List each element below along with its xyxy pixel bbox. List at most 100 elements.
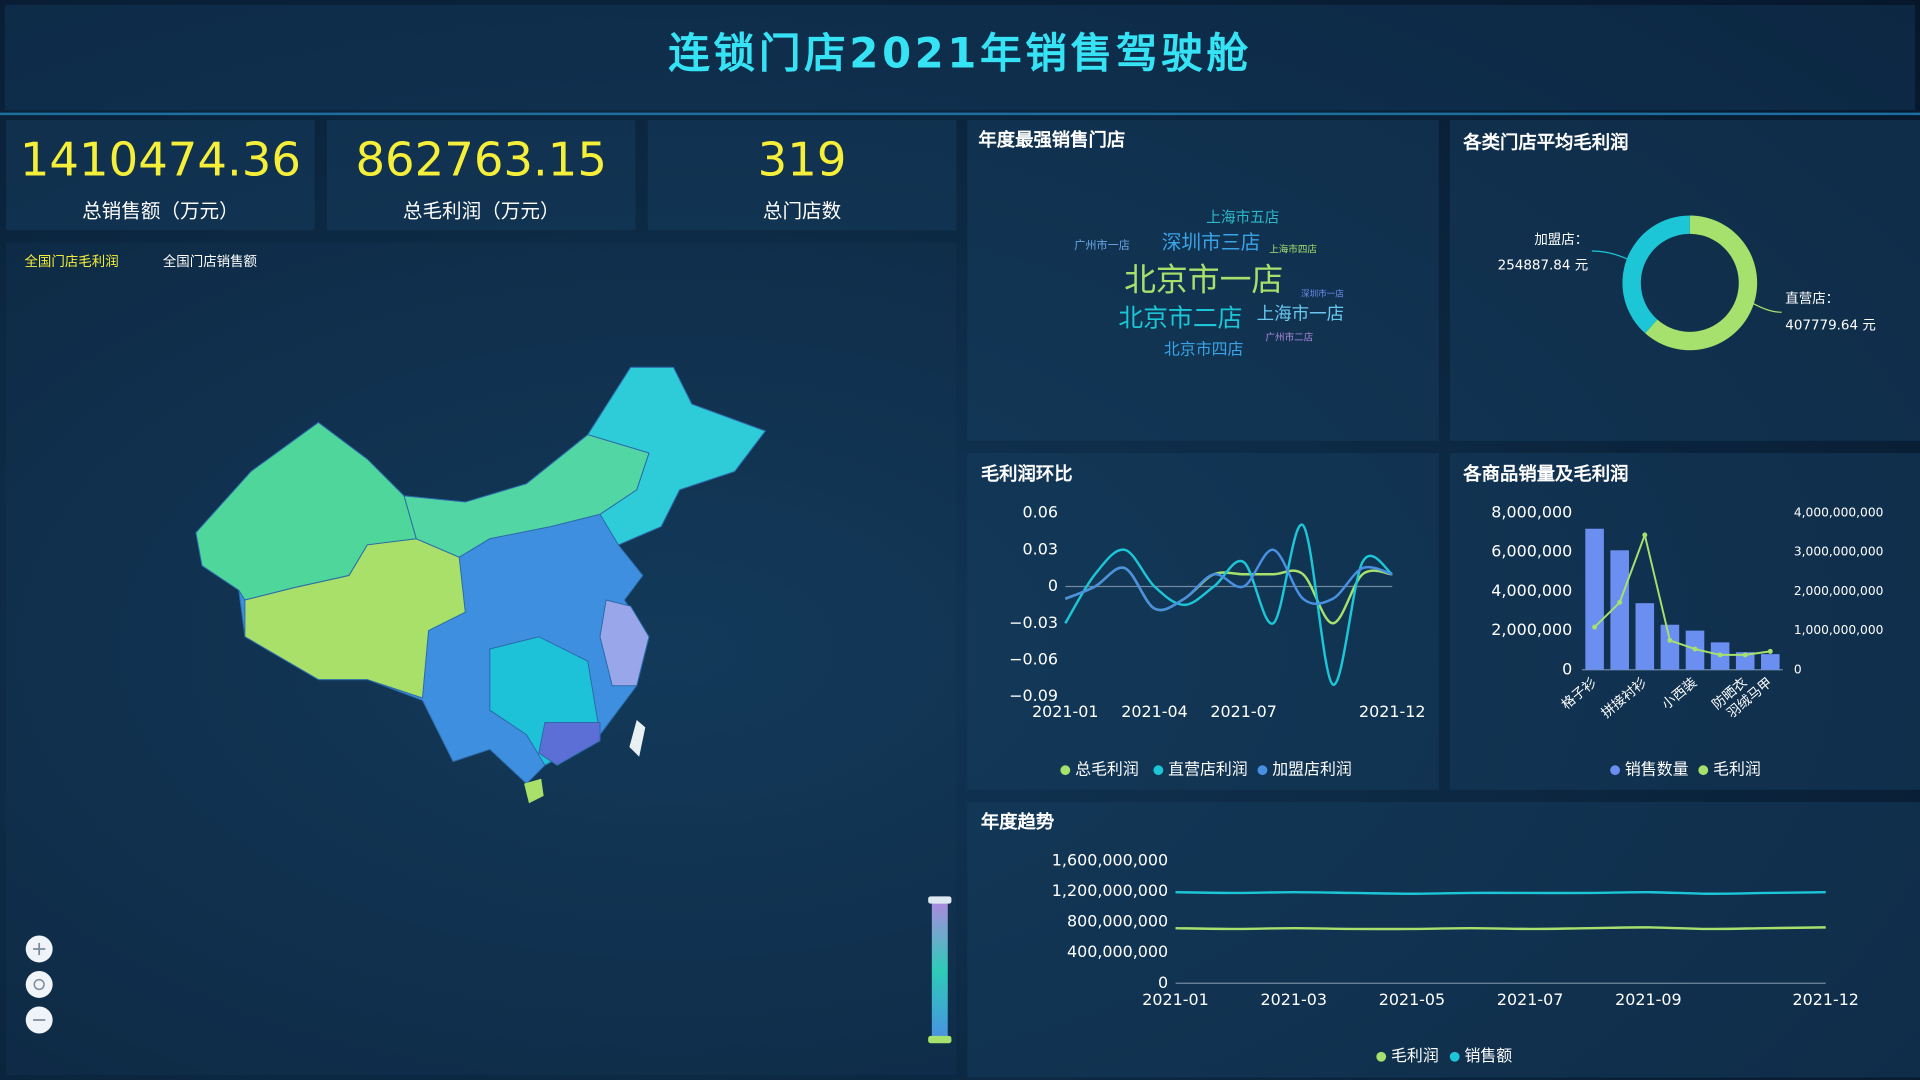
x-tick-label: 2021-04 bbox=[1121, 702, 1187, 721]
slice-label: 加盟店： bbox=[1534, 232, 1588, 248]
kpi-value: 1410474.36 bbox=[20, 132, 301, 186]
y2-tick-label: 0 bbox=[1794, 662, 1802, 676]
bar bbox=[1610, 550, 1629, 670]
legend-label: 毛利润 bbox=[1391, 1046, 1439, 1065]
map-tab[interactable]: 全国门店销售额 bbox=[163, 253, 258, 270]
map-region[interactable] bbox=[524, 778, 544, 804]
x-tick-label: 2021-12 bbox=[1792, 990, 1858, 1009]
bar bbox=[1635, 603, 1655, 670]
y-tick-label: −0.03 bbox=[1009, 613, 1058, 632]
map-tab[interactable]: 全国门店毛利润 bbox=[24, 253, 118, 270]
x-tick-label: 2021-07 bbox=[1210, 702, 1276, 721]
leader-line bbox=[1591, 250, 1629, 261]
line-point bbox=[1717, 652, 1723, 658]
bar bbox=[1735, 652, 1755, 670]
bar bbox=[1660, 624, 1680, 670]
legend-marker bbox=[1449, 1051, 1460, 1062]
legend-label: 毛利润 bbox=[1713, 760, 1761, 779]
legend-marker bbox=[1257, 765, 1268, 776]
panel bbox=[967, 120, 1439, 441]
legend-marker bbox=[1698, 765, 1709, 776]
y-tick-label: 1,200,000,000 bbox=[1052, 881, 1168, 900]
y-tick-label: 8,000,000 bbox=[1491, 503, 1572, 522]
series-line bbox=[1175, 890, 1826, 895]
panel bbox=[1449, 120, 1920, 441]
kpi-label: 总销售额（万元） bbox=[82, 199, 239, 222]
x-tick-label: 2021-01 bbox=[1032, 702, 1098, 721]
line-point bbox=[1742, 652, 1748, 658]
visual-map-handle[interactable] bbox=[928, 896, 952, 904]
map-region[interactable] bbox=[629, 720, 646, 757]
line-point bbox=[1592, 624, 1598, 630]
x-tick-label: 2021-09 bbox=[1615, 990, 1681, 1009]
x-tick-label: 2021-01 bbox=[1142, 990, 1208, 1009]
series-line bbox=[1064, 548, 1393, 612]
panel bbox=[1449, 453, 1920, 790]
word: 广州市二店 bbox=[1266, 331, 1314, 343]
x-tick-label: 2021-12 bbox=[1359, 702, 1425, 721]
y2-tick-label: 1,000,000,000 bbox=[1794, 623, 1884, 637]
y2-tick-label: 2,000,000,000 bbox=[1794, 584, 1884, 598]
line-point bbox=[1617, 599, 1623, 605]
panel bbox=[967, 802, 1920, 1078]
panel-title: 各商品销量及毛利润 bbox=[1462, 463, 1628, 485]
word: 北京市一店 bbox=[1124, 261, 1283, 299]
panel-title: 年度趋势 bbox=[981, 811, 1055, 833]
slice-value: 254887.84 元 bbox=[1498, 259, 1588, 274]
kpi-card bbox=[647, 120, 957, 231]
word: 上海市一店 bbox=[1257, 305, 1345, 325]
legend-label: 加盟店利润 bbox=[1272, 760, 1352, 779]
bar bbox=[1585, 528, 1604, 670]
y-tick-label: 0 bbox=[1562, 659, 1572, 678]
legend-label: 总毛利润 bbox=[1075, 760, 1139, 779]
word: 广州市一店 bbox=[1074, 238, 1130, 252]
kpi-label: 总门店数 bbox=[763, 199, 842, 222]
word: 北京市二店 bbox=[1118, 304, 1242, 333]
panel bbox=[967, 453, 1439, 790]
kpi-value: 862763.15 bbox=[355, 132, 607, 186]
line-point bbox=[1667, 637, 1673, 643]
y-tick-label: 400,000,000 bbox=[1067, 942, 1168, 961]
y-tick-label: 1,600,000,000 bbox=[1052, 850, 1168, 869]
legend-label: 直营店利润 bbox=[1168, 760, 1248, 779]
slice-value: 407779.64 元 bbox=[1785, 319, 1875, 334]
series-line bbox=[1064, 523, 1394, 686]
line-point bbox=[1767, 648, 1773, 654]
map-region[interactable] bbox=[244, 538, 466, 699]
visual-map-handle[interactable] bbox=[928, 1035, 952, 1044]
reset-button[interactable] bbox=[25, 971, 53, 998]
panel-title: 年度最强销售门店 bbox=[978, 129, 1125, 151]
header-bar bbox=[4, 4, 1916, 111]
word: 北京市四店 bbox=[1164, 340, 1244, 359]
donut-segment bbox=[1645, 215, 1758, 351]
kpi-value: 319 bbox=[758, 132, 847, 186]
donut-segment bbox=[1622, 215, 1690, 334]
y-tick-label: −0.09 bbox=[1009, 686, 1058, 705]
china-map bbox=[195, 366, 767, 804]
y-tick-label: 0 bbox=[1048, 576, 1058, 595]
word: 深圳市三店 bbox=[1162, 231, 1261, 254]
word: 深圳市一店 bbox=[1301, 287, 1344, 299]
y-tick-label: −0.06 bbox=[1009, 650, 1058, 669]
kpi-card bbox=[326, 120, 636, 231]
map-region[interactable] bbox=[403, 434, 650, 558]
y2-tick-label: 4,000,000,000 bbox=[1794, 506, 1884, 520]
kpi-card bbox=[6, 120, 315, 231]
series-line bbox=[1593, 531, 1771, 656]
page-title: 连锁门店2021年销售驾驶舱 bbox=[668, 28, 1252, 77]
legend-label: 销售额 bbox=[1464, 1046, 1512, 1065]
y-tick-label: 0.03 bbox=[1023, 539, 1058, 558]
x-tick-label: 2021-03 bbox=[1260, 990, 1326, 1009]
reset-icon bbox=[33, 978, 45, 991]
map-region[interactable] bbox=[538, 721, 601, 766]
map-region[interactable] bbox=[599, 599, 650, 687]
series-line bbox=[1175, 926, 1826, 931]
line-point bbox=[1642, 532, 1648, 538]
legend-marker bbox=[1153, 765, 1164, 776]
slice-label: 直营店： bbox=[1785, 291, 1839, 307]
legend-marker bbox=[1060, 765, 1071, 776]
panel-title: 各类门店平均毛利润 bbox=[1462, 131, 1628, 153]
kpi-label: 总毛利润（万元） bbox=[403, 199, 560, 222]
